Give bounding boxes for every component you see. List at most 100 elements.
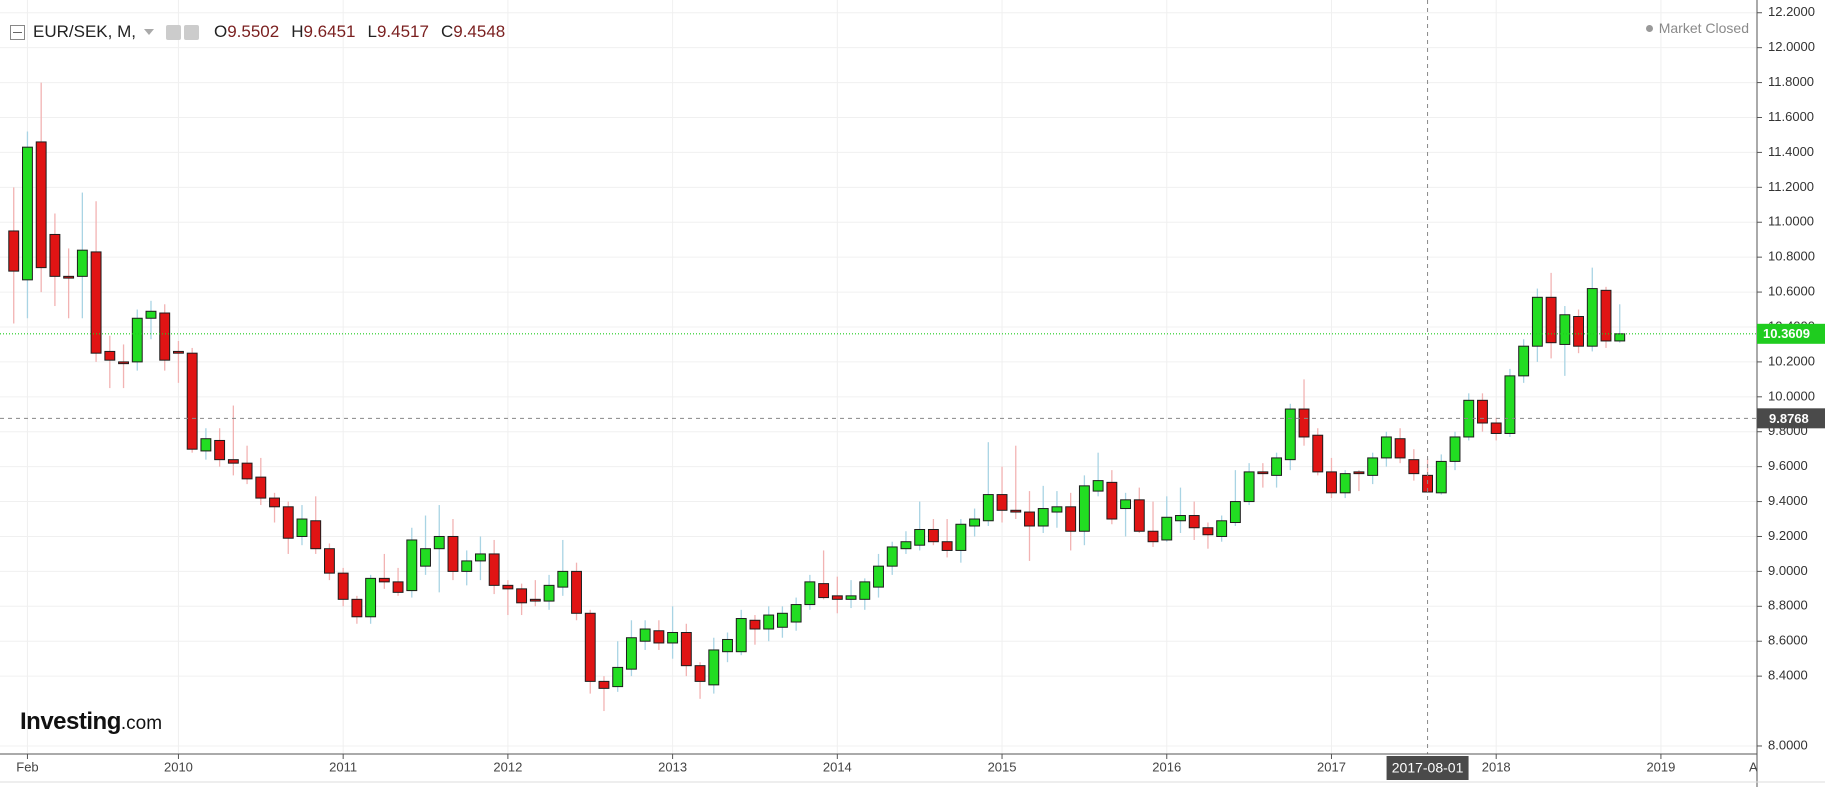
- candle-body: [1271, 457, 1283, 476]
- candle-body: [1559, 314, 1571, 345]
- candle-body: [1092, 480, 1104, 492]
- y-tick-label: 11.6000: [1768, 109, 1814, 124]
- candle-body: [639, 628, 651, 642]
- overlay: [0, 0, 1757, 754]
- candle-body: [612, 666, 624, 688]
- candle-body: [941, 541, 953, 551]
- candle-body: [790, 604, 802, 623]
- candle-body: [1161, 516, 1173, 541]
- candle-body: [104, 350, 116, 361]
- y-tick-label: 12.0000: [1768, 39, 1815, 54]
- candle-body: [186, 352, 198, 450]
- candle-body: [22, 146, 33, 281]
- candle-body: [1051, 506, 1063, 513]
- candle-body: [516, 588, 528, 604]
- ohlc-value: 9.6451: [303, 22, 356, 41]
- candle-body: [447, 535, 459, 572]
- candle-body: [1078, 485, 1090, 532]
- y-tick-label: 8.6000: [1768, 633, 1808, 648]
- candle-body: [1284, 408, 1296, 461]
- candle-body: [131, 317, 143, 363]
- dropdown[interactable]: [143, 29, 154, 35]
- x-tick-label: 2011: [329, 759, 357, 774]
- y-tick-label: 11.4000: [1768, 144, 1814, 159]
- candle-body: [1394, 438, 1406, 459]
- candle-body: [1243, 471, 1255, 503]
- ohlc-value: 9.5502: [227, 22, 280, 41]
- candle-body: [571, 570, 582, 614]
- candle-body: [296, 518, 308, 537]
- candle-body: [598, 680, 610, 689]
- candle-body: [1120, 499, 1132, 510]
- candle-body: [488, 553, 500, 586]
- candle-body: [955, 523, 967, 551]
- y-tick-label: 12.2000: [1768, 4, 1815, 19]
- y-tick-label: 11.8000: [1768, 74, 1814, 89]
- candle-body: [886, 546, 898, 567]
- collapse-icon[interactable]: [10, 24, 25, 40]
- candle-body: [474, 553, 486, 562]
- x-tick-label: 2014: [823, 759, 852, 774]
- candle-body: [1408, 459, 1420, 475]
- candle-body: [1175, 515, 1186, 522]
- candle-body: [776, 612, 788, 628]
- candle-body: [1504, 375, 1516, 434]
- candle-body: [694, 665, 706, 682]
- candle-body: [461, 560, 473, 572]
- x-tick-label: 2019: [1646, 759, 1675, 774]
- candle-body: [90, 251, 102, 354]
- candle-body: [241, 462, 253, 480]
- candle-body: [1586, 288, 1598, 347]
- candle-body: [763, 614, 775, 630]
- symbol: EUR/SEK, M,: [33, 22, 136, 41]
- candle-body: [625, 637, 637, 670]
- x-tick-label: 2018: [1482, 759, 1511, 774]
- candle-body: [406, 539, 418, 592]
- x-tick-label: 2017: [1317, 759, 1346, 774]
- candle-body: [735, 618, 747, 653]
- candle-body: [927, 528, 939, 543]
- settings-button[interactable]: [165, 24, 181, 40]
- candle-body: [982, 494, 994, 522]
- candle-body: [310, 520, 322, 550]
- logo-text: Investing: [20, 708, 121, 735]
- y-tick-label: 10.0000: [1768, 388, 1815, 403]
- ohlc-key: C: [440, 22, 454, 41]
- candle-body: [543, 584, 555, 602]
- ohlc-value: 9.4517: [376, 22, 429, 41]
- candle-body: [365, 577, 377, 618]
- y-tick-label: 11.0000: [1768, 214, 1814, 229]
- candle-body: [584, 612, 596, 682]
- candle-body: [749, 619, 761, 630]
- candle-body: [1614, 333, 1626, 342]
- candle-body: [420, 548, 431, 567]
- candle-body: [227, 459, 239, 464]
- candle-body: [1545, 296, 1557, 344]
- candle-body: [49, 233, 61, 277]
- candle-body: [1147, 530, 1159, 543]
- logo: Investing.com: [20, 708, 162, 736]
- candle-body: [1367, 457, 1379, 476]
- candle-body: [873, 565, 884, 588]
- candle-body: [159, 312, 171, 361]
- candle-body: [680, 631, 692, 667]
- candle-body: [392, 581, 404, 593]
- candle-body: [667, 631, 679, 644]
- last-price-badge: [1757, 323, 1825, 344]
- candle-body: [1065, 506, 1077, 532]
- candle-body: [1106, 481, 1118, 520]
- x-tick-label: 2015: [988, 759, 1017, 774]
- candle-body: [914, 528, 926, 546]
- crosshair-price-label: 9.8768: [1769, 411, 1809, 426]
- candle-body: [1229, 501, 1241, 524]
- y-tick-label: 9.6000: [1768, 458, 1808, 473]
- settings-button[interactable]: [183, 24, 199, 40]
- candle-body: [1573, 316, 1584, 347]
- candle-body: [1298, 408, 1310, 438]
- crosshair-date-badge: [1386, 756, 1469, 780]
- candle-body: [1477, 399, 1488, 424]
- candle-body: [269, 497, 280, 508]
- candle-body: [818, 583, 830, 599]
